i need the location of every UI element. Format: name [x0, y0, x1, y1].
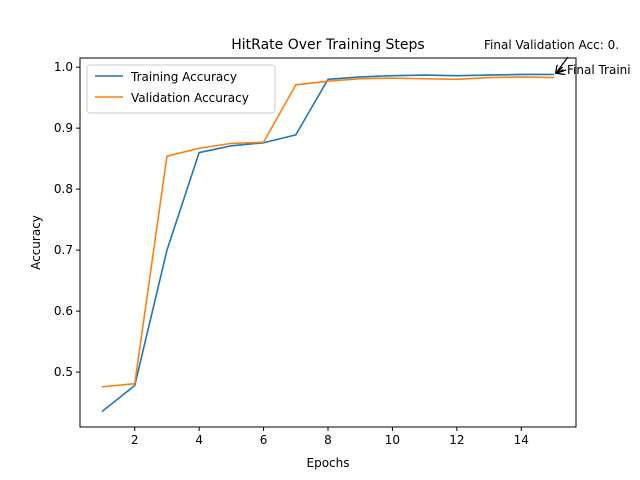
- y-tick-label: 0.7: [54, 243, 73, 257]
- y-tick-label: 0.8: [54, 182, 73, 196]
- legend-label-validation: Validation Accuracy: [131, 91, 249, 105]
- x-axis-label: Epochs: [307, 456, 350, 470]
- chart-title: HitRate Over Training Steps: [231, 37, 424, 53]
- training-accuracy-line: [101, 73, 555, 413]
- x-tick-label: 10: [385, 433, 400, 447]
- x-tick-label: 4: [195, 433, 203, 447]
- x-tick-label: 8: [324, 433, 332, 447]
- y-axis-ticks: 0.5 0.6 0.7 0.8 0.9 1.0: [54, 60, 80, 379]
- series-layer: [101, 73, 555, 413]
- annotation-arrow-training: [557, 70, 567, 73]
- x-tick-label: 12: [449, 433, 464, 447]
- annotation-final-training: Final Traini: [567, 63, 631, 77]
- y-tick-label: 1.0: [54, 60, 73, 74]
- annotations: Final Validation Acc: 0. Final Traini: [484, 38, 631, 77]
- x-tick-label: 2: [131, 433, 139, 447]
- y-tick-label: 0.6: [54, 304, 73, 318]
- annotation-final-validation: Final Validation Acc: 0.: [484, 38, 619, 52]
- y-axis-label: Accuracy: [29, 215, 43, 270]
- legend: Training Accuracy Validation Accuracy: [86, 64, 276, 114]
- legend-label-training: Training Accuracy: [130, 70, 237, 84]
- y-tick-label: 0.5: [54, 365, 73, 379]
- legend-box: [86, 64, 276, 114]
- x-axis-ticks: 2 4 6 8 10 12 14: [131, 427, 529, 447]
- x-tick-label: 6: [260, 433, 268, 447]
- x-tick-label: 14: [514, 433, 529, 447]
- validation-accuracy-line: [101, 76, 555, 388]
- y-tick-label: 0.9: [54, 121, 73, 135]
